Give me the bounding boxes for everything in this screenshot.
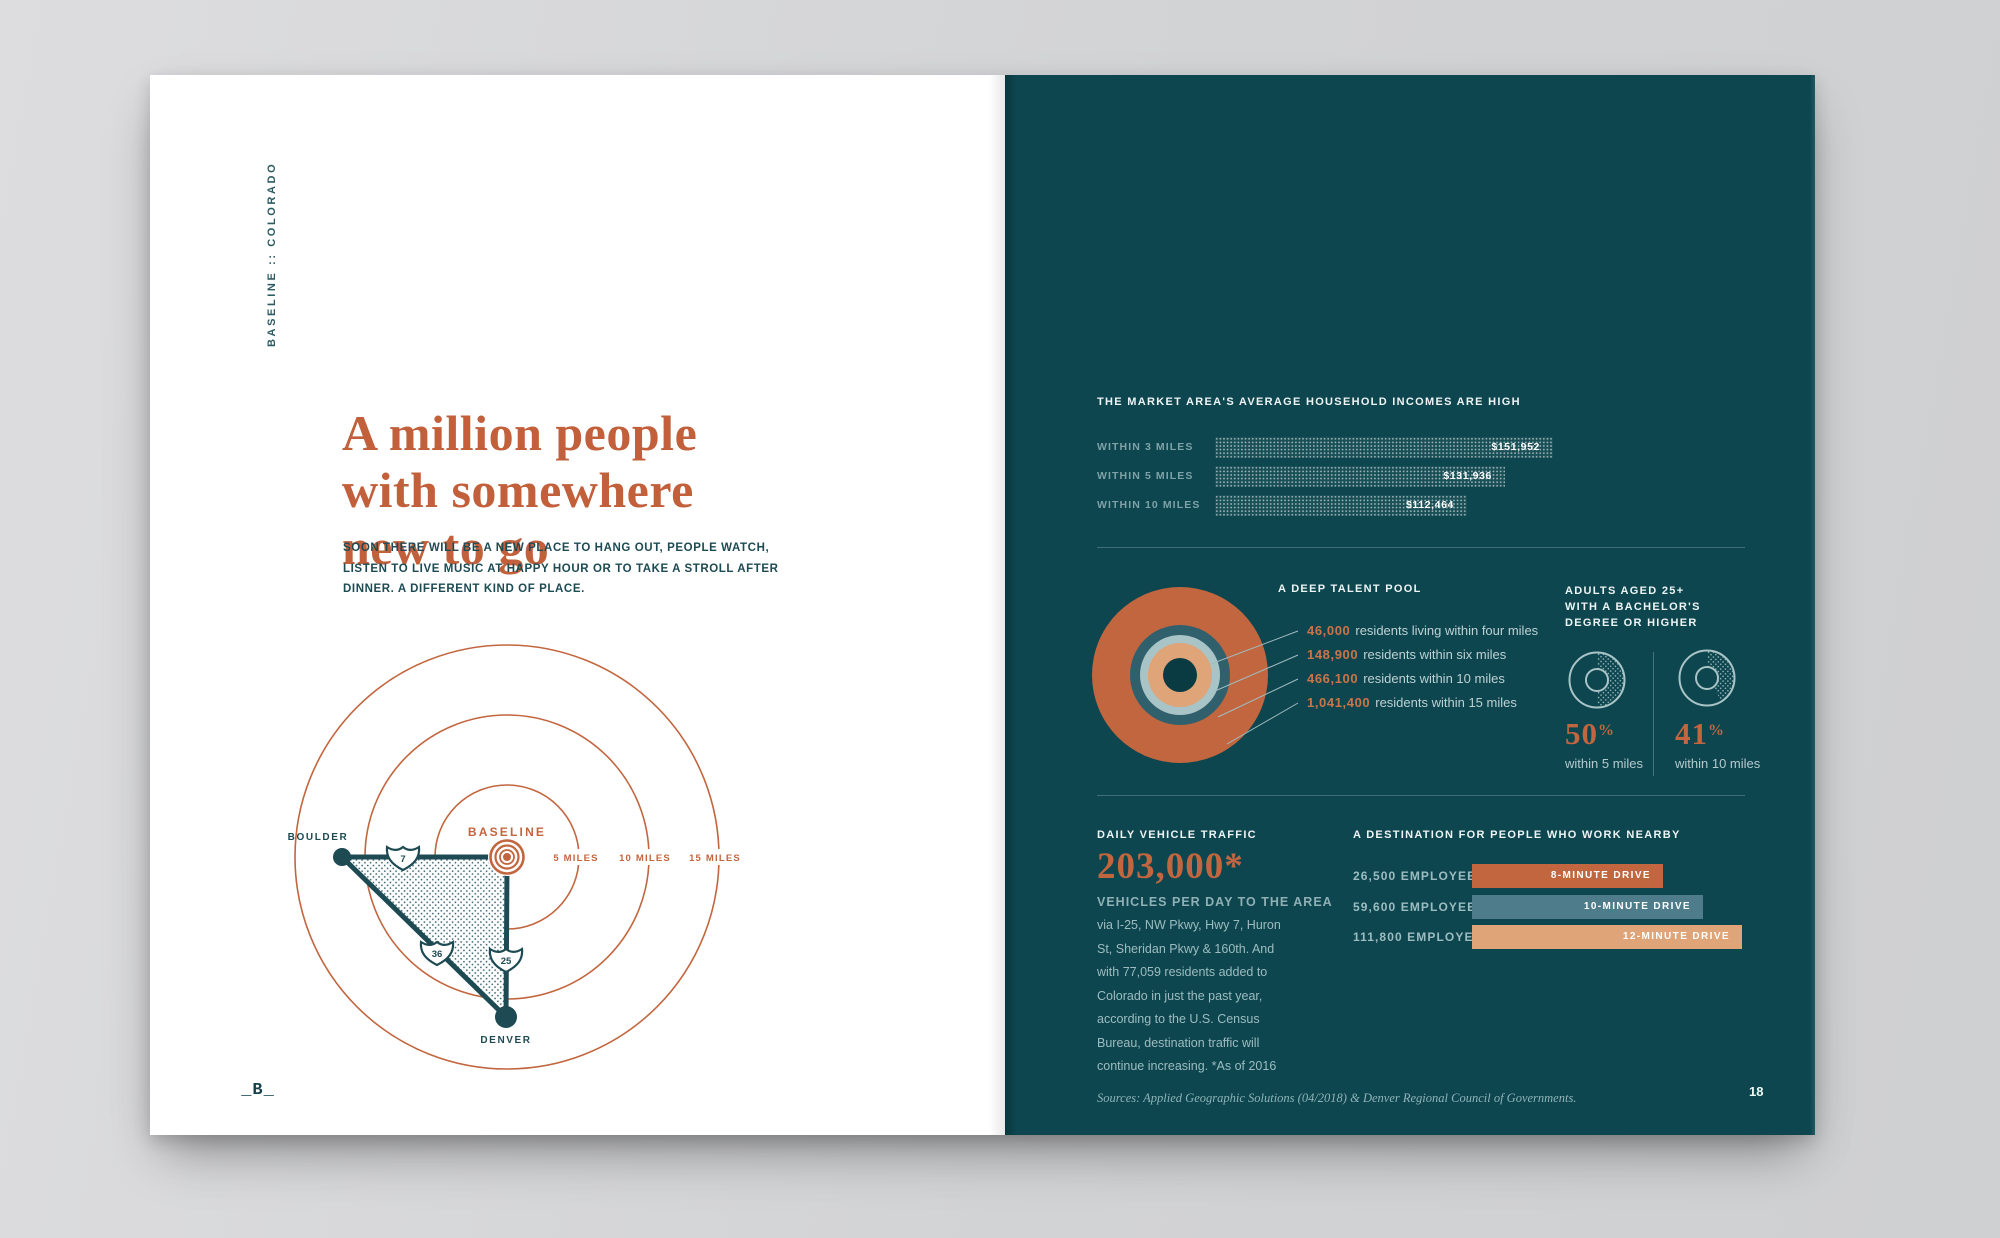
intro-line: DINNER. A DIFFERENT KIND OF PLACE.: [343, 583, 585, 595]
talent-number: 148,900: [1307, 647, 1359, 662]
drive-time-label: 10-MINUTE DRIVE: [1583, 901, 1691, 912]
income-row-label: WITHIN 10 MILES: [1097, 499, 1201, 511]
traffic-title: DAILY VEHICLE TRAFFIC: [1097, 829, 1257, 841]
drive-time-label: 8-MINUTE DRIVE: [1550, 870, 1651, 881]
talent-text: residents within six miles: [1363, 647, 1507, 662]
talent-item: 148,900 residents within six miles: [1307, 647, 1506, 662]
talent-text: residents within 15 miles: [1375, 695, 1517, 710]
intro-line: LISTEN TO LIVE MUSIC AT HAPPY HOUR OR TO…: [343, 562, 779, 575]
highway-shield-25: 25: [488, 947, 524, 974]
education-divider: [1653, 652, 1654, 776]
talent-pool-donut: [1092, 587, 1268, 763]
income-chart-title: THE MARKET AREA'S AVERAGE HOUSEHOLD INCO…: [1097, 396, 1521, 408]
education-pie-5-miles: [1568, 651, 1626, 709]
section-divider: [1097, 795, 1745, 796]
svg-text:7: 7: [400, 854, 405, 865]
brochure-spread: BASELINE :: COLORADO A million people wi…: [150, 75, 1815, 1135]
right-page: THE MARKET AREA'S AVERAGE HOUSEHOLD INCO…: [1005, 75, 1815, 1135]
percent-sign: %: [1708, 722, 1724, 739]
education-caption: within 5 miles: [1565, 756, 1644, 771]
income-row-label: WITHIN 5 MILES: [1097, 470, 1194, 482]
talent-text: residents living within four miles: [1355, 623, 1539, 638]
svg-text:25: 25: [501, 956, 512, 967]
education-percent: 50%: [1565, 716, 1614, 752]
education-caption: within 10 miles: [1675, 756, 1761, 771]
education-title-line: WITH A BACHELOR'S: [1565, 601, 1701, 613]
talent-pool-title: A DEEP TALENT POOL: [1278, 583, 1422, 595]
employees-label: 59,600 EMPLOYEES: [1353, 900, 1486, 914]
drive-time-bar: 10-MINUTE DRIVE: [1472, 895, 1703, 919]
income-row-label: WITHIN 3 MILES: [1097, 441, 1194, 453]
percent-value: 41: [1675, 716, 1708, 751]
traffic-body: via I-25, NW Pkwy, Hwy 7, Huron St, Sher…: [1097, 918, 1281, 1073]
income-value: $112,464: [1405, 499, 1454, 511]
left-page: BASELINE :: COLORADO A million people wi…: [150, 75, 1005, 1135]
intro-line: SOON THERE WILL BE A NEW PLACE TO HANG O…: [343, 542, 770, 554]
percent-value: 50: [1565, 716, 1598, 751]
headline-line: with somewhere: [342, 462, 694, 518]
income-value: $131,936: [1443, 470, 1492, 482]
boulder-node: [333, 848, 351, 866]
headline-line: new to go: [342, 519, 550, 575]
drive-time-label: 12-MINUTE DRIVE: [1622, 931, 1730, 942]
education-percent: 41%: [1675, 716, 1724, 752]
talent-text: residents within 10 miles: [1363, 671, 1505, 686]
brand-logo: _B_: [241, 1081, 275, 1100]
destination-title: A DESTINATION FOR PEOPLE WHO WORK NEARBY: [1353, 829, 1681, 841]
talent-number: 46,000: [1307, 623, 1351, 638]
baseline-target-marker: [488, 838, 526, 876]
income-bar: $151,952: [1215, 437, 1553, 458]
section-divider: [1097, 547, 1745, 548]
education-pie-10-miles: [1678, 649, 1736, 707]
employees-label: 111,800 EMPLOYEES: [1353, 930, 1492, 944]
income-value: $151,952: [1491, 441, 1540, 453]
denver-node: [495, 1006, 517, 1028]
traffic-big-number: 203,000*: [1097, 846, 1244, 887]
road-boulder-denver: [339, 854, 509, 1020]
talent-number: 466,100: [1307, 671, 1359, 686]
headline-line: A million people: [342, 405, 698, 461]
income-bar: $112,464: [1215, 495, 1467, 516]
baseline-label: BASELINE: [468, 825, 546, 839]
intro-paragraph: SOON THERE WILL BE A NEW PLACE TO HANG O…: [343, 538, 779, 600]
sources-note: Sources: Applied Geographic Solutions (0…: [1097, 1091, 1577, 1105]
highway-shield-7: 7: [385, 845, 421, 872]
drive-time-bar: 12-MINUTE DRIVE: [1472, 925, 1742, 949]
ring-label-10-miles: 10 MILES: [619, 853, 671, 864]
traffic-subtitle: VEHICLES PER DAY TO THE AREA: [1097, 895, 1333, 909]
highway-shield-36: 36: [419, 940, 455, 967]
mile-ring-labels: 5 MILES 10 MILES 15 MILES: [553, 849, 741, 865]
denver-label: DENVER: [480, 1035, 531, 1046]
boulder-label: BOULDER: [288, 832, 349, 843]
page-title: A million people with somewhere new to g…: [342, 405, 697, 576]
donut-hole: [1163, 658, 1197, 692]
education-title-line: ADULTS AGED 25+: [1565, 585, 1685, 597]
education-title: ADULTS AGED 25+ WITH A BACHELOR'S DEGREE…: [1565, 583, 1735, 631]
talent-item: 466,100 residents within 10 miles: [1307, 671, 1505, 686]
employees-label: 26,500 EMPLOYEES: [1353, 869, 1486, 883]
income-bar: $131,936: [1215, 466, 1505, 487]
talent-item: 1,041,400 residents within 15 miles: [1307, 695, 1517, 710]
ring-label-15-miles: 15 MILES: [689, 853, 741, 864]
talent-number: 1,041,400: [1307, 695, 1371, 710]
percent-sign: %: [1598, 722, 1614, 739]
education-title-line: DEGREE OR HIGHER: [1565, 617, 1698, 629]
page-number: 18: [1749, 1084, 1764, 1099]
road-baseline-denver: [503, 862, 510, 1020]
radius-map-diagram: 7 36 25: [288, 644, 741, 1070]
ring-label-5-miles: 5 MILES: [553, 853, 598, 864]
talent-item: 46,000 residents living within four miles: [1307, 623, 1538, 638]
drive-time-bar: 8-MINUTE DRIVE: [1472, 864, 1663, 888]
svg-text:36: 36: [432, 949, 443, 960]
